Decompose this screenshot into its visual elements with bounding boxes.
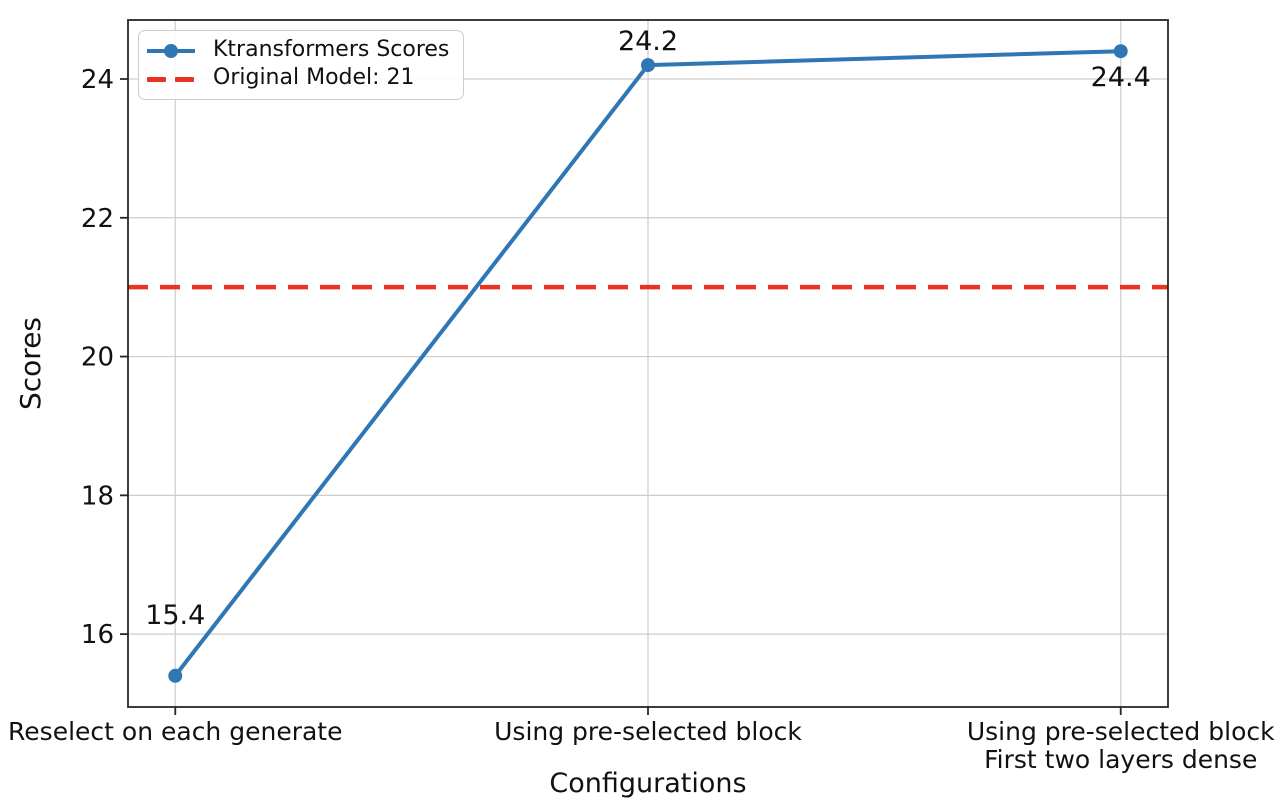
- legend-label-original-model: Original Model: 21: [213, 65, 415, 90]
- data-point-label: 24.4: [1091, 62, 1151, 93]
- dash-icon: [147, 77, 166, 82]
- legend-item-ktransformers-scores: Ktransformers Scores: [147, 37, 449, 65]
- y-tick-label: 24: [81, 65, 114, 95]
- y-tick-label: 20: [81, 343, 114, 373]
- y-tick-label: 16: [81, 620, 114, 650]
- plot-border: [127, 19, 1169, 708]
- y-axis-label: Scores: [14, 317, 47, 410]
- x-tick-label: Reselect on each generate: [8, 717, 342, 746]
- dashed-line-sample-icon: [147, 71, 195, 87]
- x-axis-label: Configurations: [549, 768, 746, 799]
- y-tick-label: 22: [81, 204, 114, 234]
- legend-label-ktransformers-scores: Ktransformers Scores: [213, 37, 450, 62]
- circle-marker-icon: [164, 44, 178, 58]
- x-tick-label: Using pre-selected block: [494, 717, 802, 746]
- data-point-label: 15.4: [145, 600, 205, 631]
- data-point-label: 24.2: [618, 26, 678, 57]
- data-point-marker: [1113, 44, 1128, 59]
- legend: Ktransformers Scores Original Model: 21: [138, 30, 465, 100]
- legend-item-original-model: Original Model: 21: [147, 65, 449, 93]
- data-point-marker: [641, 58, 655, 73]
- line-with-dot-marker-icon: [147, 43, 195, 59]
- x-tick-label: Using pre-selected block First two layers…: [967, 717, 1275, 774]
- dash-icon: [175, 77, 194, 82]
- y-tick-label: 18: [81, 481, 114, 511]
- data-point-marker: [168, 668, 183, 683]
